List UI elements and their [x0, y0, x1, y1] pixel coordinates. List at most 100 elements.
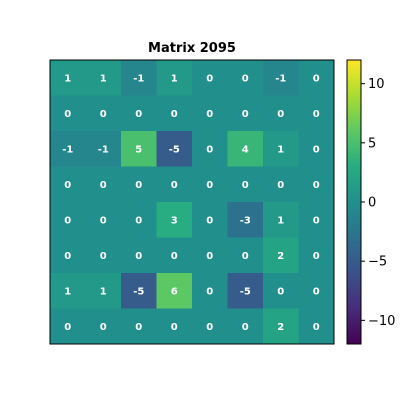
cell-value-label: 0: [171, 109, 178, 120]
cell-value-label: 0: [313, 144, 320, 155]
heatmap-cell: [50, 166, 86, 203]
heatmap-cell: [298, 202, 335, 238]
cell-value-label: 0: [206, 109, 213, 120]
cell-value-label: 1: [64, 73, 71, 84]
cell-value-label: 0: [64, 251, 71, 262]
heatmap-cell: [263, 131, 299, 167]
heatmap-cell: [192, 273, 228, 309]
cell-value-label: -5: [169, 144, 180, 155]
cell-value-label: 0: [313, 73, 320, 84]
heatmap-cell: [156, 237, 193, 274]
heatmap-cell: [192, 308, 228, 345]
heatmap-cell: [298, 237, 335, 274]
cell-value-label: 0: [277, 286, 284, 297]
cell-value-label: 1: [64, 286, 71, 297]
cell-value-label: 0: [100, 251, 107, 262]
colorbar: [346, 59, 362, 345]
heatmap-cell: [50, 273, 86, 309]
heatmap-cell: [85, 60, 122, 96]
heatmap-cell: [85, 308, 122, 345]
cell-value-label: 1: [100, 286, 107, 297]
heatmap-cell: [85, 166, 122, 203]
cell-value-label: 0: [100, 180, 107, 191]
heatmap-cell: [263, 273, 299, 309]
heatmap-cell: [121, 308, 157, 345]
heatmap-cell: [192, 131, 228, 167]
heatmap-cell: [192, 202, 228, 238]
cell-value-label: -1: [133, 73, 144, 84]
chart-title: Matrix 2095: [148, 41, 236, 56]
heatmap-cell: [227, 60, 264, 96]
colorbar-tick-label: 0: [368, 196, 376, 211]
cell-value-label: 0: [242, 322, 249, 333]
heatmap-cell: [227, 202, 264, 238]
heatmap-cell: [156, 202, 193, 238]
colorbar-tick-label: 5: [368, 136, 376, 151]
cell-value-label: 0: [277, 109, 284, 120]
heatmap-cell: [298, 166, 335, 203]
cell-value-label: 0: [206, 286, 213, 297]
heatmap-cell: [156, 308, 193, 345]
heatmap-cell: [85, 131, 122, 167]
heatmap-cell: [227, 131, 264, 167]
cell-value-label: 1: [100, 73, 107, 84]
heatmap-cell: [50, 308, 86, 345]
cell-value-label: 0: [171, 180, 178, 191]
cell-value-label: 0: [206, 144, 213, 155]
cell-value-label: 0: [135, 180, 142, 191]
heatmap-cell: [263, 237, 299, 274]
heatmap-cell: [192, 237, 228, 274]
cell-value-label: 1: [277, 144, 284, 155]
colorbar-tick-label: −10: [368, 314, 395, 329]
cell-value-label: 0: [242, 109, 249, 120]
colorbar-tick-label: 10: [368, 77, 385, 92]
heatmap-cell: [85, 273, 122, 309]
cell-value-label: 0: [277, 180, 284, 191]
heatmap-cell: [156, 60, 193, 96]
cell-value-label: 0: [313, 180, 320, 191]
cell-value-label: 0: [206, 215, 213, 226]
cell-value-label: 0: [100, 109, 107, 120]
heatmap-cell: [192, 95, 228, 132]
heatmap-cell: [227, 308, 264, 345]
heatmap-cell: [227, 237, 264, 274]
heatmap-cell: [263, 166, 299, 203]
cell-value-label: -5: [240, 286, 251, 297]
heatmap-cell: [156, 95, 193, 132]
heatmap-cell: [50, 237, 86, 274]
cell-value-label: 5: [135, 144, 142, 155]
cell-value-label: 0: [242, 73, 249, 84]
heatmap-cell: [227, 273, 264, 309]
cell-value-label: 0: [313, 322, 320, 333]
heatmap-cell: [298, 273, 335, 309]
cell-value-label: 0: [242, 251, 249, 262]
cell-value-label: 0: [171, 251, 178, 262]
heatmap-cell: [263, 95, 299, 132]
heatmap-cell: [263, 60, 299, 96]
cell-value-label: 0: [135, 322, 142, 333]
cell-value-label: 0: [135, 215, 142, 226]
heatmap-cell: [50, 131, 86, 167]
cell-value-label: 1: [277, 215, 284, 226]
cell-value-label: 0: [64, 322, 71, 333]
cell-value-label: 0: [206, 322, 213, 333]
cell-value-label: 3: [171, 215, 178, 226]
heatmap-cell: [298, 95, 335, 132]
heatmap-cell: [121, 60, 157, 96]
colorbar-ticks: −10 −5 0 5 10: [361, 77, 395, 329]
cell-value-label: 0: [313, 286, 320, 297]
cell-value-label: 2: [277, 251, 284, 262]
cell-value-label: -1: [275, 73, 286, 84]
heatmap-cell: [156, 273, 193, 309]
cell-value-label: 0: [100, 322, 107, 333]
heatmap-cell: [121, 202, 157, 238]
heatmap-cell: [121, 131, 157, 167]
heatmap-cell: [121, 95, 157, 132]
heatmap-cell: [298, 60, 335, 96]
heatmap-cell: [50, 95, 86, 132]
heatmap-cell: [156, 166, 193, 203]
cell-value-label: 1: [171, 73, 178, 84]
cell-value-label: 0: [64, 215, 71, 226]
heatmap-cell: [298, 308, 335, 345]
